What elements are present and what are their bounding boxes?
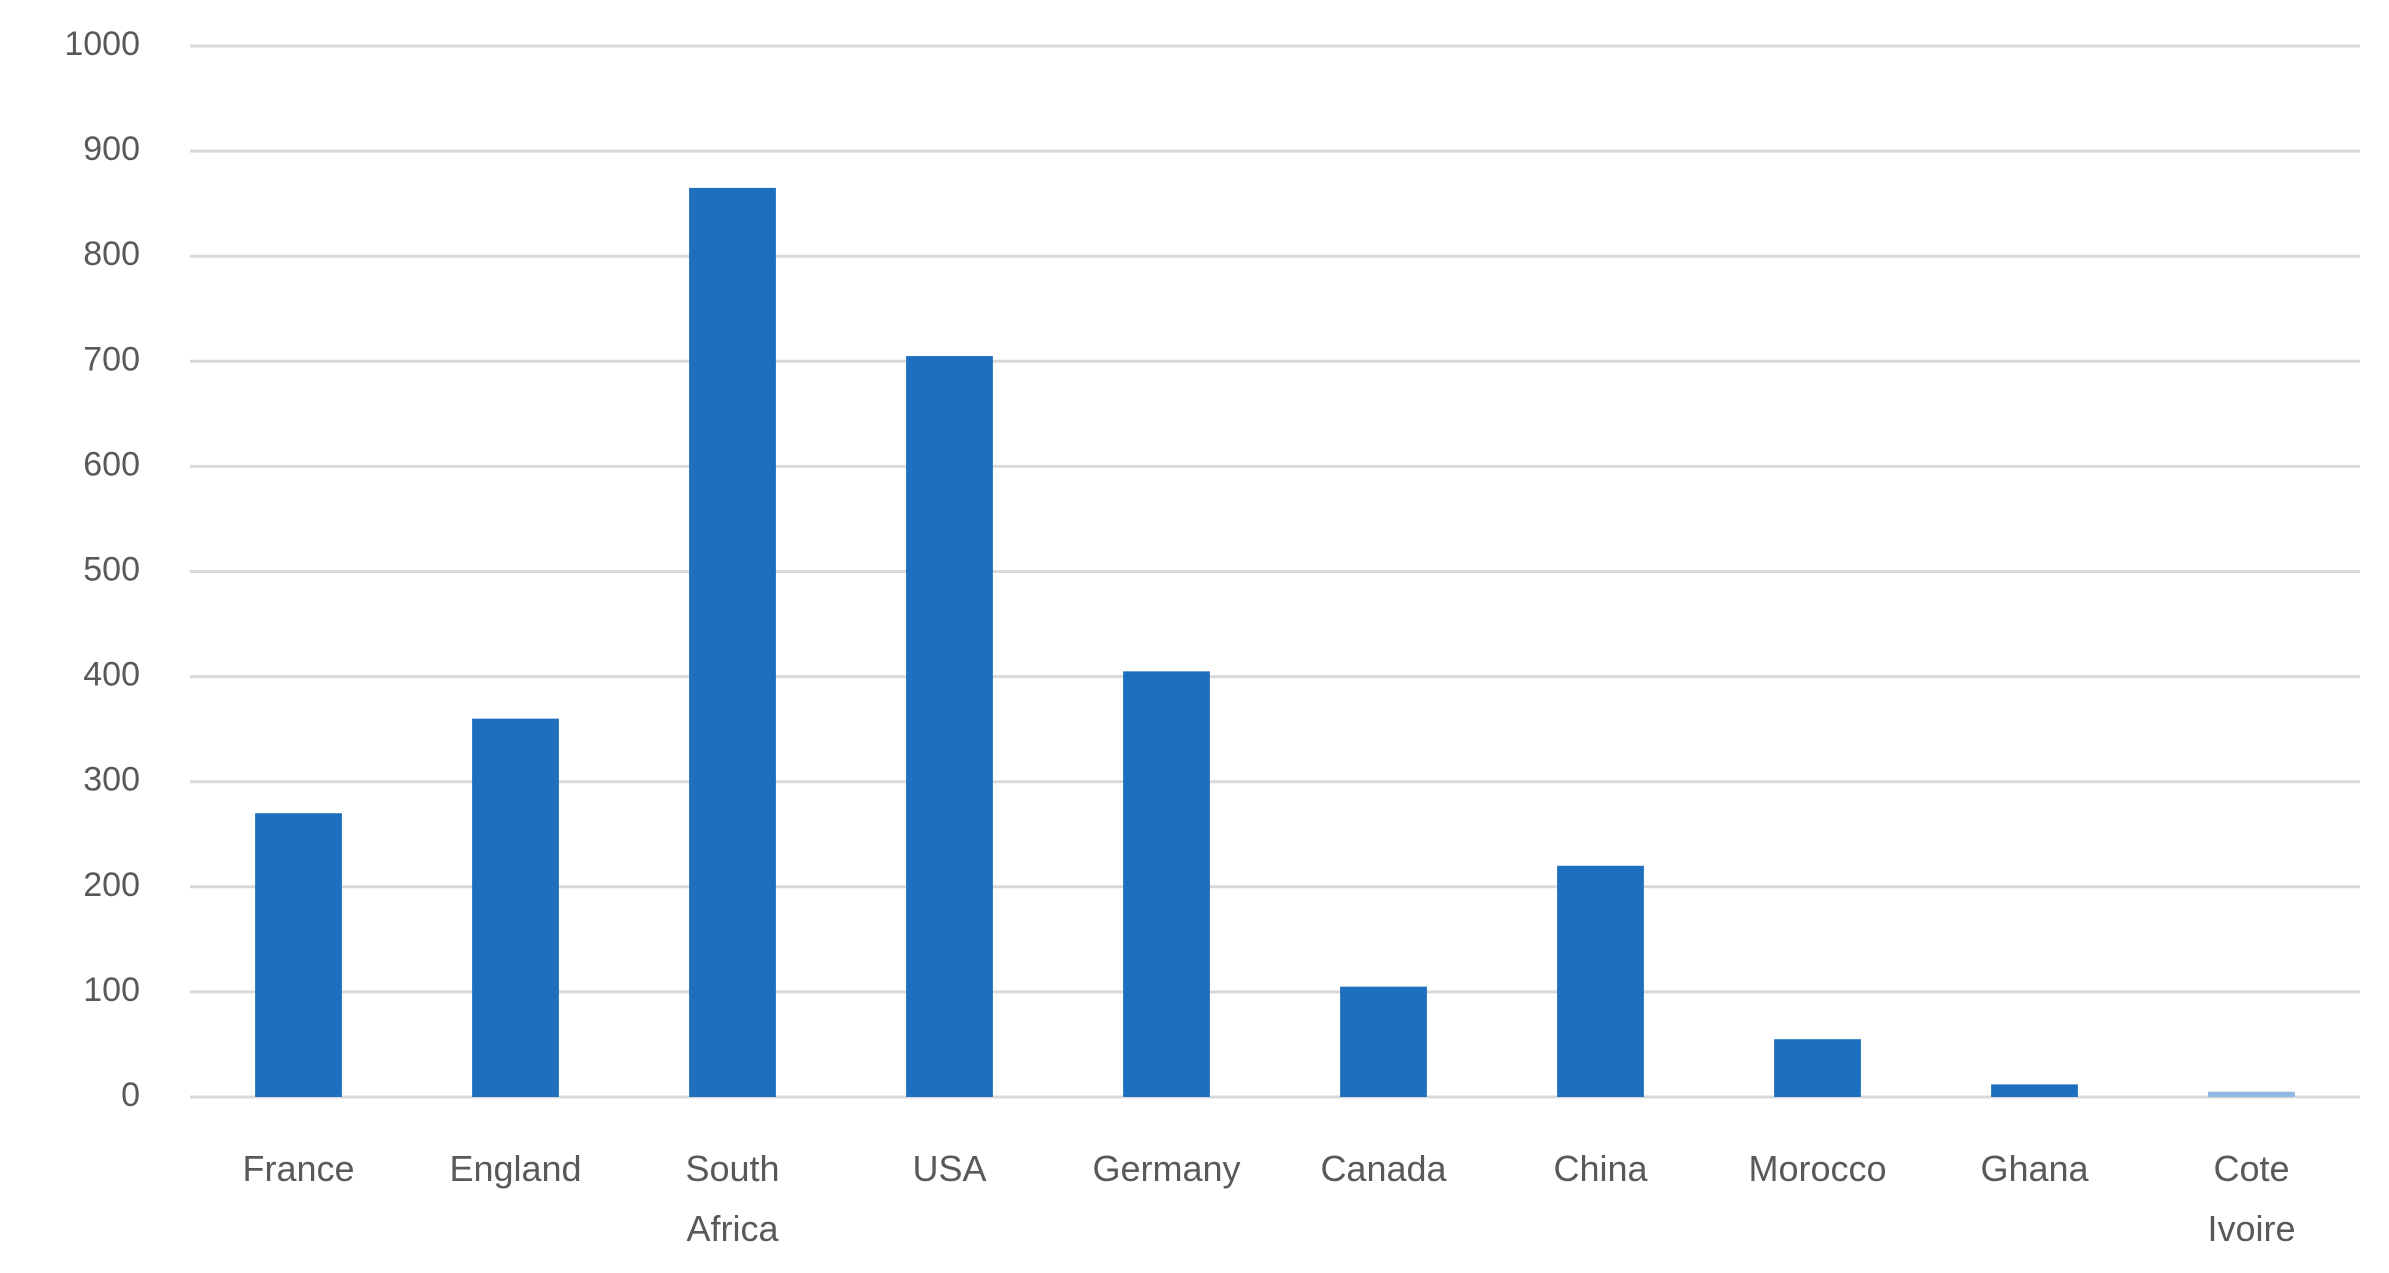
bar (472, 718, 559, 1097)
bar (2208, 1091, 2295, 1097)
y-tick-label: 1000 (64, 25, 140, 63)
x-tick-label: Cote Ivoire (2207, 1148, 2296, 1249)
bar (906, 356, 993, 1097)
bar (255, 813, 342, 1097)
x-tick-label: Canada (1320, 1148, 1447, 1189)
y-tick-label: 100 (83, 971, 140, 1009)
x-tick-label: China (1553, 1148, 1648, 1189)
bar (1557, 865, 1644, 1097)
x-tick-label: France (242, 1148, 355, 1189)
x-tick-label: England (449, 1148, 582, 1189)
x-tick-label: Morocco (1748, 1148, 1887, 1189)
bar (1340, 986, 1427, 1097)
x-tick-label: Germany (1092, 1148, 1241, 1189)
x-tick-label: USA (912, 1148, 987, 1189)
bar (689, 187, 776, 1097)
y-tick-label: 0 (121, 1076, 140, 1114)
bar (1991, 1084, 2078, 1097)
y-tick-label: 500 (83, 550, 140, 588)
y-tick-label: 300 (83, 761, 140, 799)
y-tick-label: 800 (83, 235, 140, 273)
x-tick-label: Ghana (1980, 1148, 2089, 1189)
y-tick-label: 900 (83, 130, 140, 168)
y-tick-label: 600 (83, 445, 140, 483)
x-tick-label: South Africa (685, 1148, 780, 1249)
bar (1123, 671, 1210, 1097)
bar (1774, 1039, 1861, 1097)
y-tick-label: 700 (83, 340, 140, 378)
y-tick-label: 200 (83, 866, 140, 904)
y-tick-label: 400 (83, 656, 140, 694)
